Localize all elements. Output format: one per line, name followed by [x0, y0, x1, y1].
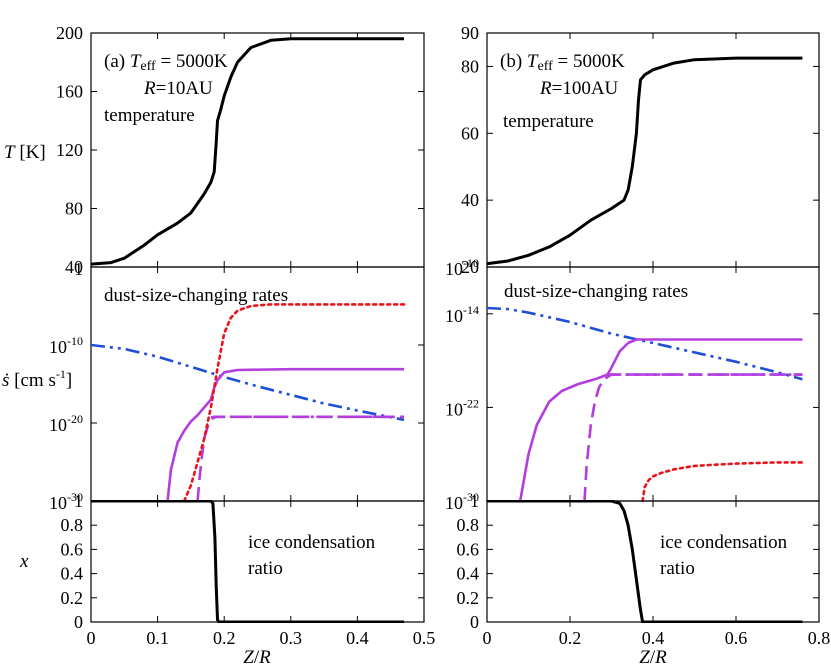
y-tick-label: 80 — [461, 56, 479, 76]
series-x — [487, 500, 803, 623]
panel-a-temp: 40 80 120 160 200 (a) Teff = 5000K R=10AU tempe… — [56, 23, 425, 277]
x-tick-label: 0.2 — [213, 628, 236, 648]
panel-label: dust-size-changing rates — [104, 285, 288, 306]
y-tick-label: 10-20 — [49, 412, 83, 435]
y-tick-label: 0.8 — [61, 515, 84, 535]
x-tick-label: 0.5 — [413, 628, 436, 648]
panel-b-temp: 20 40 60 80 90 (b) Teff = 5000K R=100AU tempera… — [461, 23, 820, 277]
y-tick-label: 90 — [461, 23, 479, 43]
y-tick-label: 160 — [56, 82, 83, 102]
x-tick-label: 0.3 — [280, 628, 303, 648]
series-red-dotted — [641, 461, 804, 502]
panel-a-rates: 1 10-10 10-20 10-30 dust-size-changing rates — [49, 259, 425, 513]
x-tick-label: 0 — [483, 628, 492, 648]
y-tick-label: 10-30 — [49, 490, 83, 513]
x-tick-label: 0.1 — [146, 628, 169, 648]
series-purple-solid — [166, 367, 404, 502]
y-axis-label-rate: ṡ [cm s-1] — [2, 367, 72, 391]
panel-label: ratio — [248, 558, 283, 579]
y-tick-label: 10-10 — [445, 256, 479, 279]
panel-subtitle: R=10AU — [143, 78, 213, 99]
y-tick-label: 120 — [56, 140, 83, 160]
x-axis-label-a: Z/R — [243, 647, 271, 668]
x-tick-label: 0.8 — [808, 628, 831, 648]
series-x — [91, 500, 404, 623]
y-tick-label: 10-30 — [445, 490, 479, 513]
panel-title: (b) Teff = 5000K — [500, 51, 625, 74]
panel-label: ratio — [660, 558, 695, 579]
y-tick-label: 1 — [74, 259, 83, 279]
panel-frame — [486, 266, 820, 502]
y-tick-label: 20 — [461, 257, 479, 277]
y-tick-label: 1 — [74, 491, 83, 511]
x-tick-label: 0 — [87, 628, 96, 648]
y-axis-label-ice: x — [19, 551, 29, 572]
series-purple-dashed — [583, 373, 803, 502]
y-tick-label: 0 — [470, 612, 479, 632]
x-tick-label: 0.4 — [642, 628, 665, 648]
x-tick-label: 0.6 — [725, 628, 748, 648]
series-temperature — [487, 56, 803, 266]
y-tick-label: 40 — [461, 190, 479, 210]
y-tick-label: 10-10 — [49, 334, 83, 357]
y-tick-label: 0.4 — [61, 564, 84, 584]
series-purple-dashdot — [210, 415, 404, 419]
y-tick-label: 40 — [65, 257, 83, 277]
y-tick-label: 60 — [461, 123, 479, 143]
x-tick-label: 0.2 — [559, 628, 582, 648]
series-blue-dashdotdot — [487, 306, 803, 381]
y-tick-label: 0.8 — [457, 515, 480, 535]
y-tick-label: 0 — [74, 612, 83, 632]
y-tick-label: 0.6 — [61, 539, 84, 559]
y-tick-label: 10-22 — [445, 396, 479, 419]
panel-label: ice condensation — [248, 532, 376, 553]
panel-title: (a) Teff = 5000K — [104, 51, 228, 74]
series-red-dotted — [182, 303, 406, 502]
panel-subtitle: R=100AU — [539, 78, 619, 99]
y-tick-label: 10-14 — [445, 303, 479, 326]
panel-b-rates: 10-10 10-14 10-22 10-30 dust-size-changing r… — [445, 256, 820, 513]
panel-label: dust-size-changing rates — [504, 281, 688, 302]
x-axis-label-b: Z/R — [639, 647, 667, 668]
series-temperature — [91, 37, 404, 266]
y-tick-label: 80 — [65, 199, 83, 219]
x-tick-label: 0.4 — [346, 628, 369, 648]
y-tick-label: 0.2 — [457, 588, 480, 608]
y-axis-label-temperature: T [K] — [4, 142, 46, 163]
y-tick-label: 0.4 — [457, 564, 480, 584]
panel-label: ice condensation — [660, 532, 788, 553]
y-tick-label: 0.6 — [457, 539, 480, 559]
panel-frame — [486, 500, 820, 623]
y-tick-label: 0.2 — [61, 588, 84, 608]
panel-label: temperature — [104, 105, 195, 126]
series-purple-dashed — [196, 415, 404, 502]
y-tick-label: 1 — [470, 491, 479, 511]
series-purple-solid — [518, 338, 803, 502]
series-blue-dashdotdot — [91, 343, 405, 422]
y-tick-label: 200 — [56, 23, 83, 43]
panel-label: temperature — [503, 111, 594, 132]
